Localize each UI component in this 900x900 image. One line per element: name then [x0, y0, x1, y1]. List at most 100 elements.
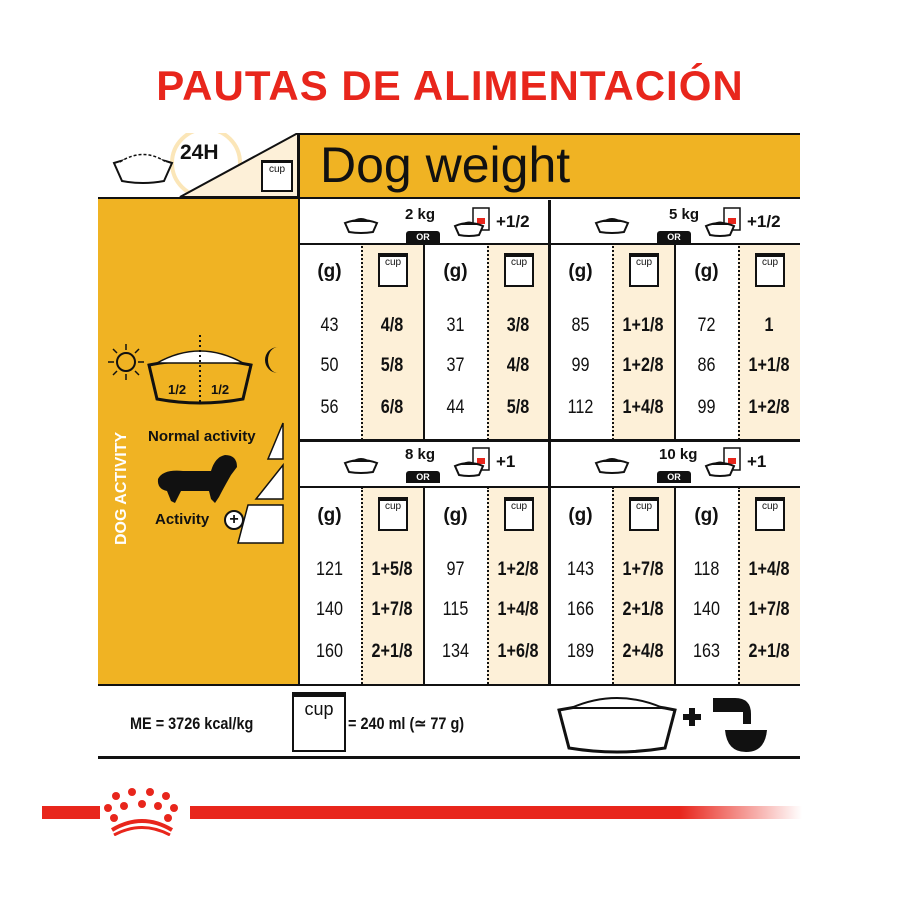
- cup-icon: cup: [261, 160, 293, 192]
- cups-cell: 6/8: [380, 397, 404, 418]
- grams-header: (g): [694, 505, 719, 526]
- food-and-water-icon: [557, 697, 767, 754]
- horizontal-divider: [98, 197, 800, 199]
- period-label: 24H: [180, 141, 219, 164]
- portion-column: (g) cup 143 1+7/8 166 2+1/8 189 2+4/8: [549, 487, 674, 684]
- grams-cell: 134: [442, 641, 469, 662]
- food-bowl-icon: [112, 153, 174, 184]
- vertical-divider: [674, 243, 676, 439]
- cups-cell: 2+1/8: [371, 641, 413, 662]
- dry-bowl-icon: [343, 458, 379, 474]
- header-left: 24H cup: [98, 133, 298, 197]
- night-portion: 1/2: [211, 382, 230, 397]
- cups-cell: 1+1/8: [748, 355, 790, 376]
- grams-cell: 43: [320, 315, 339, 336]
- cups-cell: 2+1/8: [748, 641, 790, 662]
- cups-cell: 2+4/8: [622, 641, 664, 662]
- portion-column: (g) cup 72 1 86 1+1/8 99 1+2/8: [675, 243, 800, 440]
- header-right: [298, 133, 800, 197]
- cups-cell: 1+6/8: [497, 641, 539, 662]
- or-badge: OR: [406, 231, 440, 243]
- cups-cell: 1+7/8: [748, 599, 790, 620]
- grams-cell: 86: [697, 355, 716, 376]
- cup-icon-label: cup: [268, 164, 286, 175]
- weight-label: 10 kg: [659, 446, 698, 463]
- wet-food-extra: +1: [747, 452, 767, 471]
- portion-column: (g) cup 121 1+5/8 140 1+7/8 160 2+1/8: [298, 487, 423, 684]
- grams-header: (g): [443, 261, 468, 282]
- grams-header: (g): [568, 505, 593, 526]
- cup-header: cup: [510, 501, 528, 512]
- portion-column: (g) cup 43 4/8 50 5/8 56 6/8: [298, 243, 423, 440]
- grams-cell: 56: [320, 397, 339, 418]
- grams-cell: 85: [571, 315, 590, 336]
- energy-value: ME = 3726 kcal/kg: [130, 714, 254, 733]
- cup-icon: cup: [378, 497, 408, 531]
- page-title: PAUTAS DE ALIMENTACIÓN: [156, 62, 744, 109]
- brand-bar-left: [42, 806, 100, 819]
- grams-cell: 31: [446, 315, 465, 336]
- cup-icon: cup: [504, 497, 534, 531]
- wet-food-pouch-icon: [704, 447, 741, 477]
- vertical-divider: [423, 487, 425, 684]
- dry-bowl-icon: [594, 218, 630, 234]
- dry-bowl-icon: [343, 218, 379, 234]
- cup-icon: cup: [755, 253, 785, 287]
- grams-cell: 166: [567, 599, 594, 620]
- grams-cell: 118: [693, 559, 720, 580]
- cups-cell: 1+1/8: [622, 315, 664, 336]
- grams-cell: 99: [571, 355, 590, 376]
- portion-column: (g) cup 85 1+1/8 99 1+2/8 112 1+4/8: [549, 243, 674, 440]
- cups-cell: 1+5/8: [371, 559, 413, 580]
- wet-food-pouch-icon: [453, 447, 490, 477]
- grams-header: (g): [694, 261, 719, 282]
- cups-cell: 3/8: [506, 315, 530, 336]
- grams-header: (g): [443, 505, 468, 526]
- left-panel: 1/2 1/2 Normal activity Activity +: [98, 197, 298, 685]
- grams-cell: 163: [693, 641, 720, 662]
- grams-cell: 140: [316, 599, 343, 620]
- wet-food-pouch-icon: [453, 207, 490, 237]
- cup-icon: cup: [755, 497, 785, 531]
- portion-column: (g) cup 31 3/8 37 4/8 44 5/8: [424, 243, 549, 440]
- cup-header: cup: [510, 257, 528, 268]
- wet-food-pouch-icon: [704, 207, 741, 237]
- dog-activity-label: DOG ACTIVITY: [113, 431, 130, 545]
- cup-equivalence: = 240 ml (≃ 77 g): [348, 714, 465, 733]
- grams-cell: 99: [697, 397, 716, 418]
- wet-food-extra: +1/2: [747, 212, 781, 231]
- grams-cell: 97: [446, 559, 465, 580]
- split-bowl-icon: [147, 335, 253, 405]
- or-badge: OR: [406, 471, 440, 483]
- cups-cell: 5/8: [380, 355, 404, 376]
- weight-header: 5 kg OR +1/2: [549, 200, 800, 243]
- cups-cell: 1+4/8: [748, 559, 790, 580]
- cups-cell: 1+7/8: [622, 559, 664, 580]
- grams-header: (g): [317, 505, 342, 526]
- cups-cell: 1: [764, 315, 774, 336]
- cups-cell: 5/8: [506, 397, 530, 418]
- wet-food-extra: +1: [496, 452, 516, 471]
- weight-label: 2 kg: [405, 206, 436, 223]
- normal-activity-label: Normal activity: [148, 428, 256, 445]
- grams-cell: 140: [693, 599, 720, 620]
- brand-bar: [190, 806, 802, 819]
- or-badge: OR: [657, 471, 691, 483]
- vertical-divider: [674, 487, 676, 684]
- wet-food-extra: +1/2: [496, 212, 530, 231]
- portion-column: (g) cup 118 1+4/8 140 1+7/8 163 2+1/8: [675, 487, 800, 684]
- grams-cell: 50: [320, 355, 339, 376]
- cups-cell: 1+2/8: [748, 397, 790, 418]
- dog-weight-heading: Dog weight: [320, 137, 571, 193]
- portion-column: (g) cup 97 1+2/8 115 1+4/8 134 1+6/8: [424, 487, 549, 684]
- cup-header: cup: [384, 257, 402, 268]
- activity-label: Activity: [155, 511, 210, 528]
- cups-cell: 1+2/8: [497, 559, 539, 580]
- grams-cell: 44: [446, 397, 465, 418]
- grams-header: (g): [317, 261, 342, 282]
- weight-header: 10 kg OR +1: [549, 440, 800, 483]
- moon-icon: [265, 347, 278, 373]
- royal-canin-crown-logo: [104, 788, 178, 836]
- grams-cell: 37: [446, 355, 465, 376]
- cups-cell: 1+7/8: [371, 599, 413, 620]
